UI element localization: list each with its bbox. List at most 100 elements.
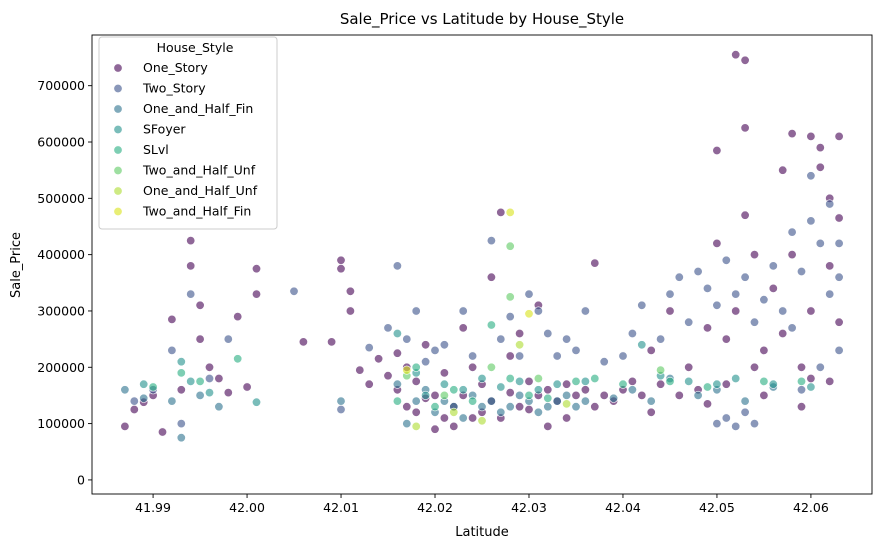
scatter-point	[252, 264, 262, 274]
scatter-point	[712, 146, 722, 156]
scatter-point	[562, 413, 572, 423]
scatter-point	[167, 314, 177, 324]
scatter-point	[383, 323, 393, 333]
scatter-point	[477, 402, 487, 412]
y-axis: 0 100000 200000 300000 400000 500000 600000 700…	[37, 78, 92, 487]
scatter-point	[496, 334, 506, 344]
scatter-point	[646, 407, 656, 417]
y-axis-title: Sale_Price	[9, 232, 24, 298]
scatter-point	[477, 373, 487, 383]
scatter-point	[712, 300, 722, 310]
scatter-point	[618, 379, 628, 389]
scatter-point	[505, 241, 515, 251]
scatter-point	[834, 131, 844, 141]
scatter-point	[590, 373, 600, 383]
scatter-point	[524, 390, 534, 400]
scatter-point	[656, 379, 666, 389]
scatter-point	[806, 382, 816, 392]
scatter-point	[336, 404, 346, 414]
scatter-point	[421, 357, 431, 367]
scatter-point	[806, 216, 816, 226]
scatter-point	[656, 334, 666, 344]
scatter-point	[223, 334, 233, 344]
scatter-point	[796, 362, 806, 372]
scatter-point	[543, 328, 553, 338]
scatter-point	[796, 402, 806, 412]
scatter-point	[571, 345, 581, 355]
scatter-point	[496, 382, 506, 392]
scatter-point	[336, 396, 346, 406]
scatter-point	[129, 396, 139, 406]
x-tick-label: 42.03	[511, 500, 547, 515]
scatter-point	[590, 402, 600, 412]
scatter-point	[327, 337, 337, 347]
scatter-point	[176, 419, 186, 429]
scatter-point	[374, 354, 384, 364]
scatter-point	[543, 393, 553, 403]
scatter-point	[712, 238, 722, 248]
scatter-point	[543, 385, 553, 395]
scatter-point	[515, 376, 525, 386]
scatter-point	[458, 306, 468, 316]
scatter-point	[580, 385, 590, 395]
scatter-point	[815, 362, 825, 372]
scatter-point	[731, 50, 741, 60]
x-axis-title: Latitude	[455, 525, 509, 540]
scatter-point	[411, 362, 421, 372]
scatter-point	[740, 210, 750, 220]
scatter-point	[571, 402, 581, 412]
scatter-point	[834, 238, 844, 248]
scatter-point	[646, 396, 656, 406]
scatter-point	[834, 317, 844, 327]
scatter-point	[637, 390, 647, 400]
scatter-point	[618, 351, 628, 361]
x-tick-label: 41.99	[135, 500, 171, 515]
scatter-point	[439, 379, 449, 389]
scatter-point	[552, 396, 562, 406]
scatter-point	[336, 255, 346, 265]
scatter-point	[449, 385, 459, 395]
scatter-point	[778, 165, 788, 175]
scatter-point	[749, 419, 759, 429]
scatter-point	[749, 317, 759, 327]
scatter-point	[355, 365, 365, 375]
scatter-point	[411, 306, 421, 316]
scatter-point	[252, 397, 262, 407]
scatter-point	[684, 362, 694, 372]
x-tick-label: 42.06	[793, 500, 829, 515]
scatter-point	[430, 402, 440, 412]
scatter-point	[656, 365, 666, 375]
scatter-point	[721, 379, 731, 389]
scatter-point	[731, 421, 741, 431]
scatter-point	[684, 317, 694, 327]
scatter-point	[486, 396, 496, 406]
scatter-point	[186, 289, 196, 299]
scatter-point	[627, 328, 637, 338]
scatter-point	[205, 388, 215, 398]
scatter-point	[627, 385, 637, 395]
legend-marker	[113, 166, 123, 176]
scatter-point	[505, 207, 515, 217]
scatter-point	[731, 289, 741, 299]
scatter-point	[214, 402, 224, 412]
scatter-point	[421, 390, 431, 400]
scatter-point	[252, 289, 262, 299]
x-tick-label: 42.00	[229, 500, 265, 515]
scatter-point	[562, 334, 572, 344]
scatter-point	[524, 309, 534, 319]
legend: House_Style One_Story Two_Story One_and_Ha…	[98, 36, 278, 230]
scatter-point	[712, 419, 722, 429]
scatter-point	[449, 421, 459, 431]
y-tick-label: 0	[77, 472, 85, 487]
scatter-point	[562, 399, 572, 409]
scatter-point	[825, 261, 835, 271]
scatter-point	[486, 362, 496, 372]
plot-frame-border	[91, 34, 873, 495]
scatter-point	[759, 345, 769, 355]
scatter-point	[176, 357, 186, 367]
scatter-point	[787, 129, 797, 139]
legend-marker	[113, 207, 123, 217]
scatter-point	[787, 250, 797, 260]
scatter-point	[768, 283, 778, 293]
x-tick-label: 42.01	[323, 500, 359, 515]
